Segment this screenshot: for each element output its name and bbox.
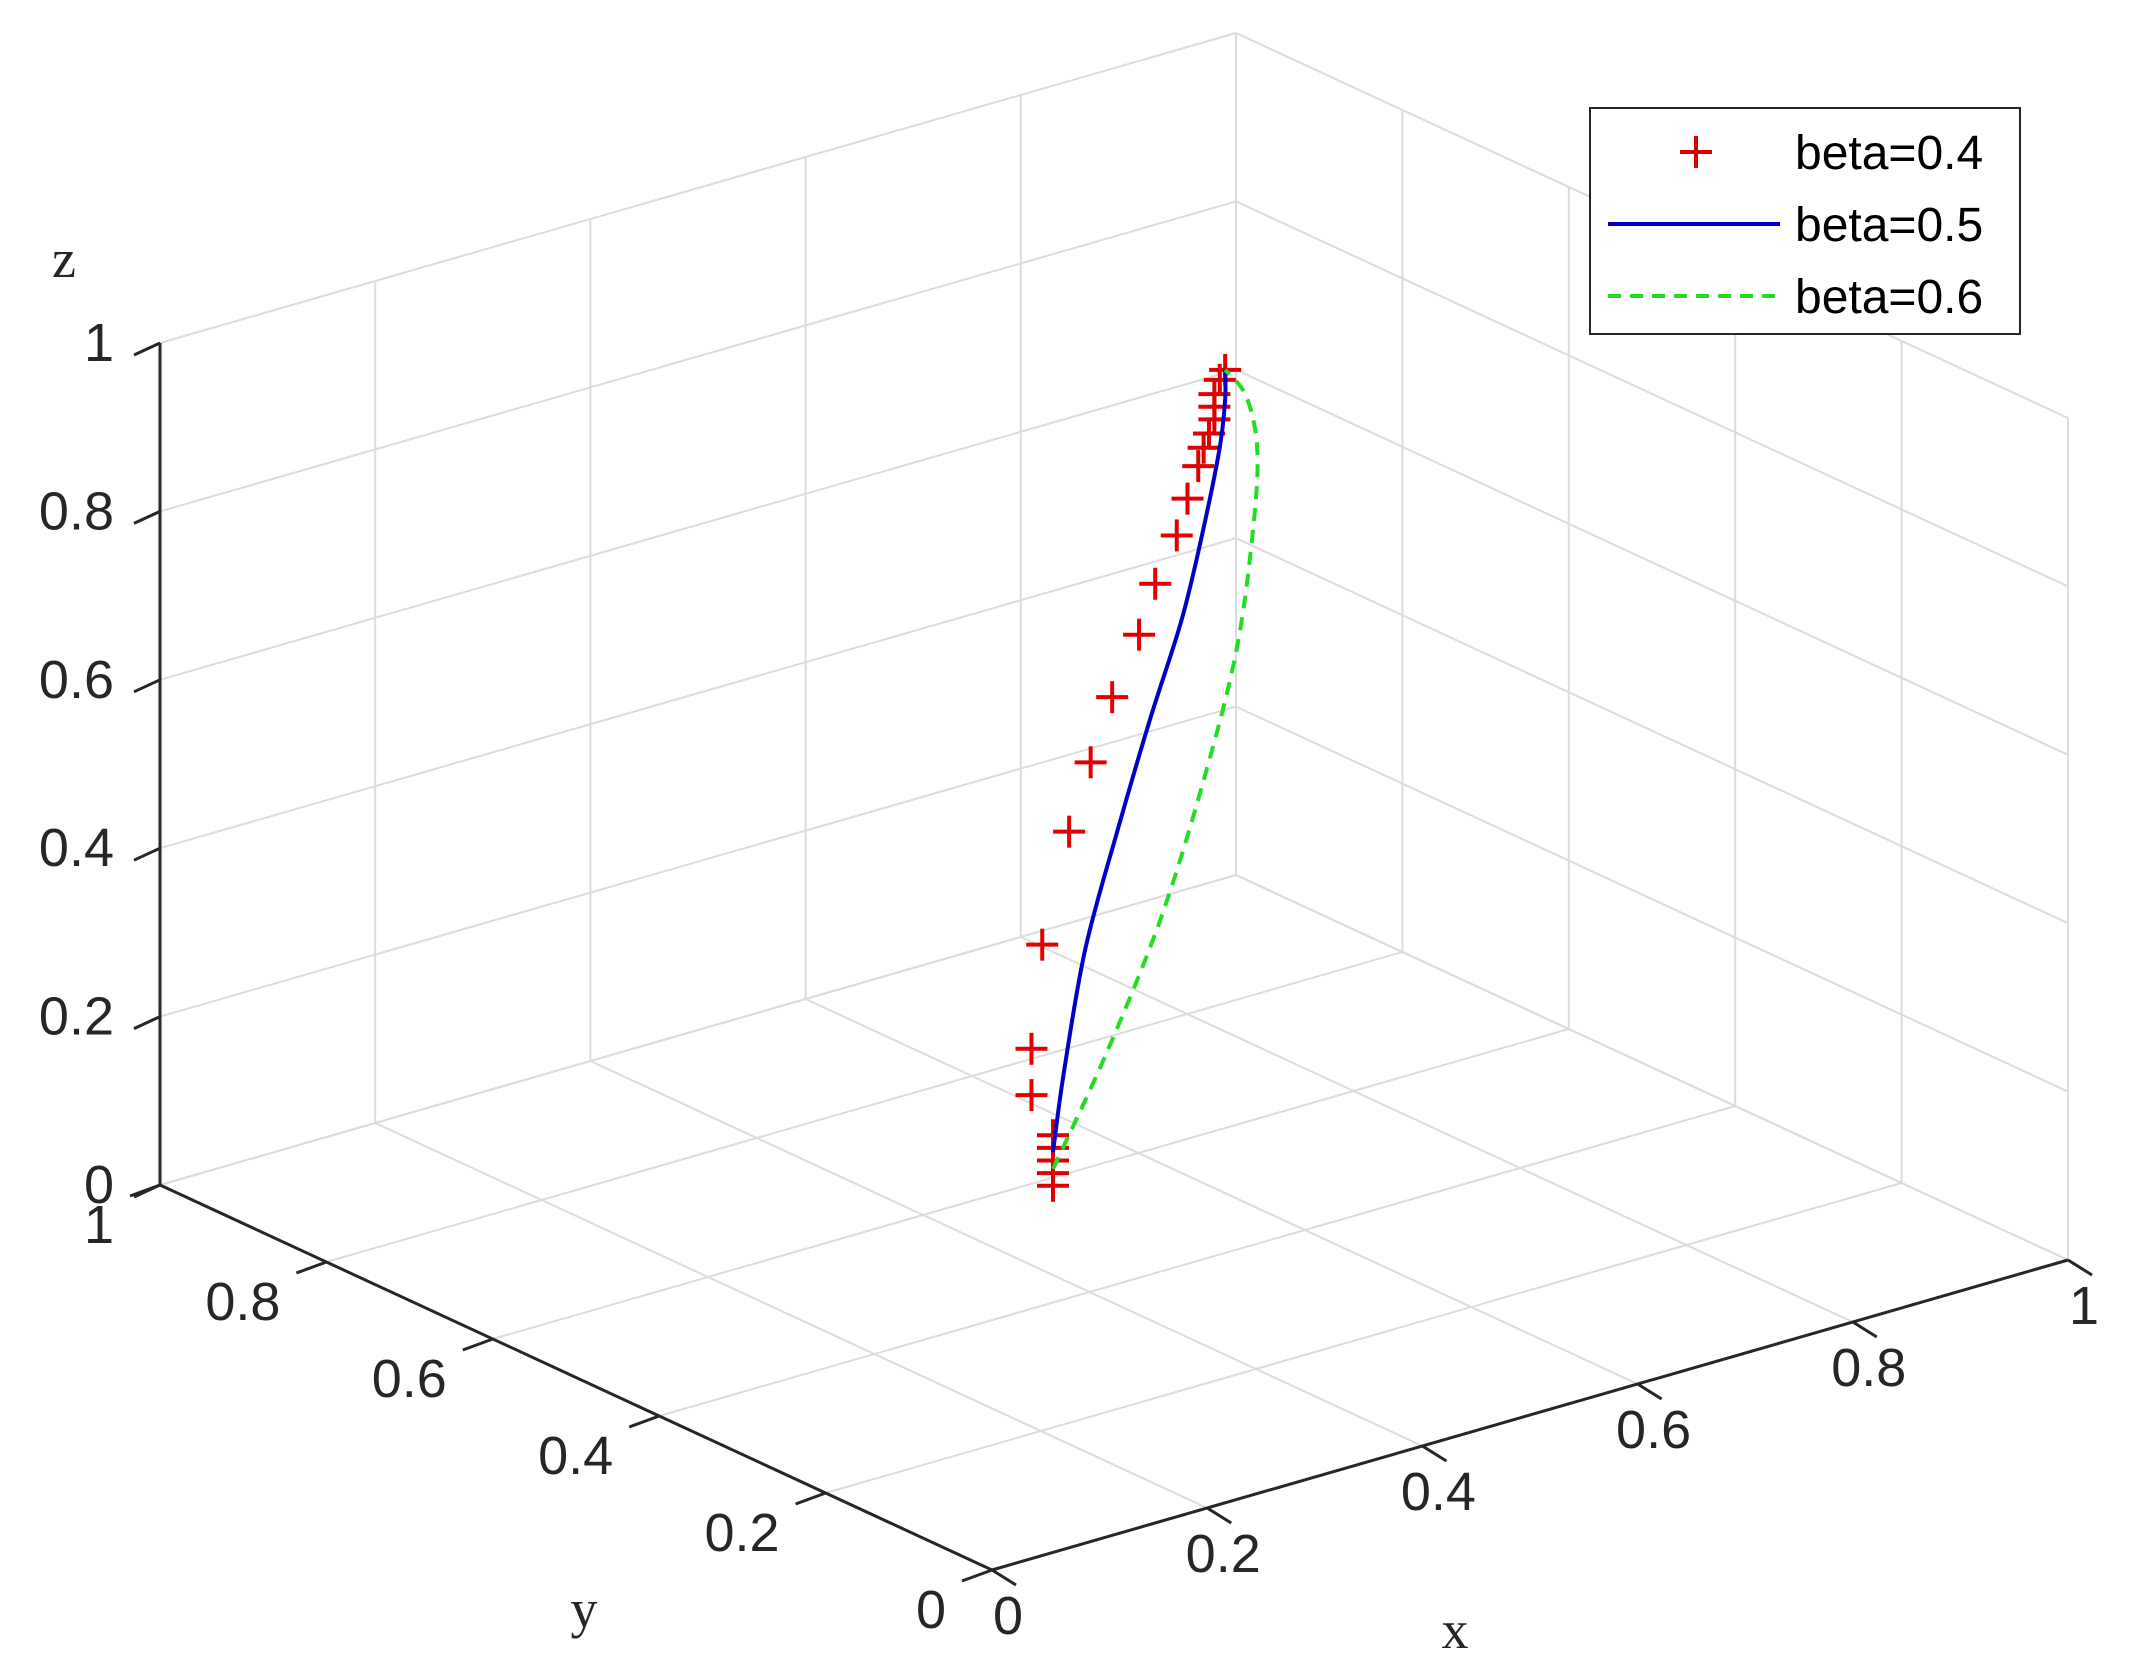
- z-tick-label: 0.2: [39, 987, 114, 1047]
- grid-line: [374, 1122, 1208, 1509]
- grid-line: [159, 874, 1237, 1186]
- z-tick: [133, 846, 161, 862]
- z-tick-label: 0: [84, 1155, 114, 1215]
- series-line-beta-0-5: [1051, 369, 1228, 1153]
- x-axis-label: x: [1442, 1600, 1469, 1660]
- series-marker-beta-0-4: [1171, 482, 1204, 515]
- grid-line: [1235, 874, 2069, 1261]
- y-tick: [795, 1491, 827, 1506]
- grid-line: [589, 1060, 1423, 1447]
- x-tick-label: 0.4: [1401, 1462, 1476, 1522]
- y-tick-label: 0.6: [372, 1349, 447, 1409]
- legend-label: beta=0.6: [1795, 271, 1983, 324]
- x-tick: [2067, 1258, 2093, 1277]
- y-tick: [295, 1260, 327, 1275]
- z-tick: [133, 510, 161, 525]
- grid-line: [159, 705, 1237, 1018]
- legend-label: beta=0.5: [1795, 199, 1983, 252]
- grid-line: [326, 951, 1403, 1263]
- series-marker-beta-0-4: [1187, 431, 1220, 464]
- series-marker-beta-0-4: [1182, 450, 1215, 483]
- grid-line: [159, 537, 1237, 850]
- y-tick-label: 0.4: [538, 1426, 613, 1486]
- grid-line: [1020, 936, 1854, 1323]
- grid-line: [159, 200, 1237, 513]
- grid-line: [1235, 705, 2069, 1093]
- grid-line: [1235, 200, 2069, 588]
- x-axis-line: [991, 1258, 2069, 1572]
- grid-line: [658, 1105, 1736, 1417]
- axes: [129, 341, 2093, 1587]
- y-tick: [961, 1568, 993, 1583]
- series-marker-beta-0-4: [1139, 567, 1172, 600]
- grid-line: [492, 1028, 1570, 1340]
- x-tick: [1421, 1444, 1448, 1463]
- y-axis-label: y: [571, 1579, 598, 1639]
- x-tick-label: 1: [2069, 1276, 2099, 1336]
- grid-line: [159, 32, 1237, 344]
- series-marker-beta-0-4: [1015, 1032, 1048, 1065]
- x-tick-label: 0.6: [1616, 1400, 1691, 1460]
- z-tick: [133, 678, 161, 694]
- z-tick: [133, 1015, 161, 1030]
- series-marker-beta-0-4: [1015, 1079, 1048, 1112]
- series-marker-beta-0-4: [1026, 928, 1059, 961]
- z-tick-label: 0.4: [39, 818, 114, 878]
- series-marker-beta-0-4: [1160, 519, 1193, 552]
- y-tick: [462, 1337, 494, 1352]
- y-tick-label: 0.8: [205, 1272, 280, 1332]
- z-tick-label: 0.6: [39, 650, 114, 710]
- x-tick: [1206, 1506, 1232, 1525]
- series-marker-beta-0-4: [1096, 681, 1129, 714]
- legend-marker-beta-0-4: [1680, 136, 1712, 168]
- series-marker-beta-0-4: [1193, 417, 1226, 450]
- y-tick-label: 0.2: [705, 1503, 780, 1563]
- x-tick-label: 0.2: [1186, 1524, 1261, 1584]
- z-tick-label: 0.8: [39, 481, 114, 541]
- grid: [159, 32, 2069, 1571]
- grid-line: [825, 1182, 1902, 1494]
- legend: beta=0.4 beta=0.5 beta=0.6: [1589, 107, 2021, 335]
- grid-line: [805, 998, 1639, 1385]
- legend-label: beta=0.4: [1795, 127, 1983, 180]
- x-tick-label: 0.8: [1831, 1338, 1906, 1398]
- series-marker-beta-0-4: [1123, 618, 1156, 651]
- y-tick: [628, 1414, 660, 1429]
- z-tick-label: 1: [84, 313, 114, 373]
- series: [1015, 353, 1260, 1202]
- grid-line: [159, 368, 1237, 681]
- x-tick: [1636, 1382, 1663, 1401]
- y-tick: [129, 1183, 161, 1198]
- x-tick-label: 0: [993, 1586, 1023, 1646]
- series-marker-beta-0-4: [1053, 815, 1086, 848]
- grid-line: [1235, 537, 2069, 925]
- grid-line: [1235, 368, 2069, 756]
- series-marker-beta-0-4: [1074, 746, 1107, 779]
- z-tick: [133, 341, 161, 357]
- y-axis-line: [159, 1183, 993, 1572]
- x-tick: [1852, 1320, 1878, 1339]
- x-tick: [991, 1568, 1017, 1587]
- y-tick-label: 0: [916, 1580, 946, 1640]
- series-line-beta-0-6: [1051, 368, 1260, 1170]
- z-axis-label: z: [52, 229, 76, 289]
- tick-labels: 00.20.40.60.8100.20.40.60.8100.20.40.60.…: [39, 313, 2099, 1646]
- y-tick-label: 1: [84, 1195, 114, 1255]
